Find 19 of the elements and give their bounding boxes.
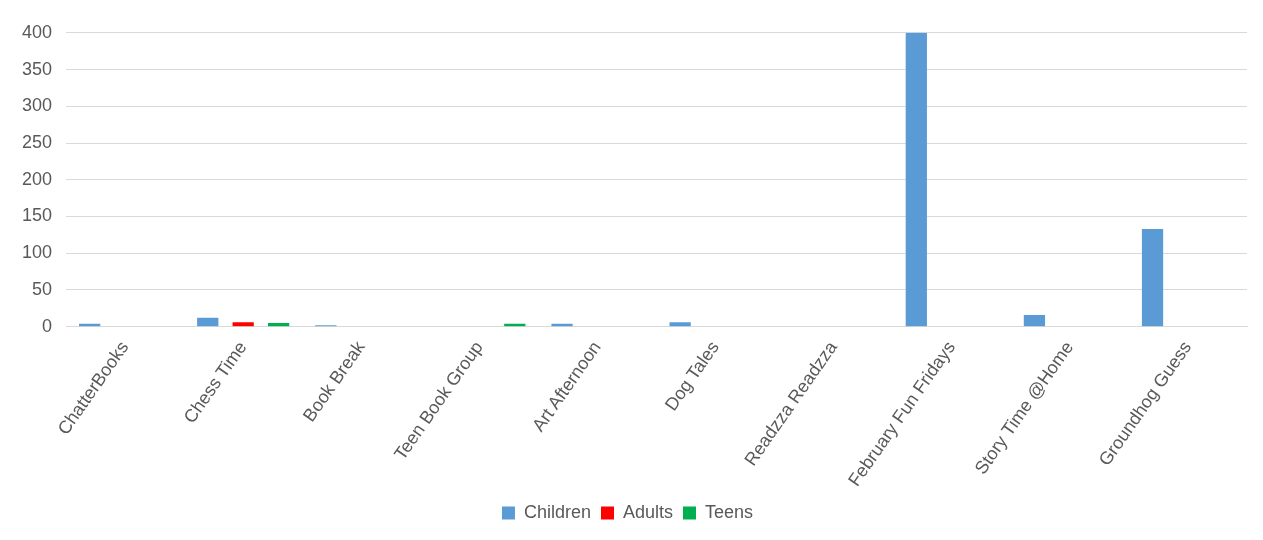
y-tick-label: 200: [21, 168, 53, 189]
bar: [669, 322, 691, 327]
y-tick-label: 100: [21, 242, 53, 263]
y-tick-label: 400: [21, 21, 53, 42]
bar: [267, 323, 290, 327]
bar: [1141, 228, 1164, 327]
legend-label: Adults: [622, 501, 674, 522]
legend-label: Teens: [705, 501, 754, 522]
y-tick-label: 250: [21, 131, 53, 152]
y-tick-label: 150: [21, 205, 53, 226]
y-tick-label: 300: [21, 95, 53, 116]
bar: [232, 322, 254, 327]
bar: [905, 32, 927, 327]
y-tick-label: 350: [21, 58, 53, 79]
legend-label: Children: [523, 501, 591, 522]
y-tick-label: 0: [42, 315, 53, 336]
bar: [1023, 314, 1046, 327]
y-tick-label: 50: [32, 278, 53, 299]
bar: [197, 317, 219, 327]
